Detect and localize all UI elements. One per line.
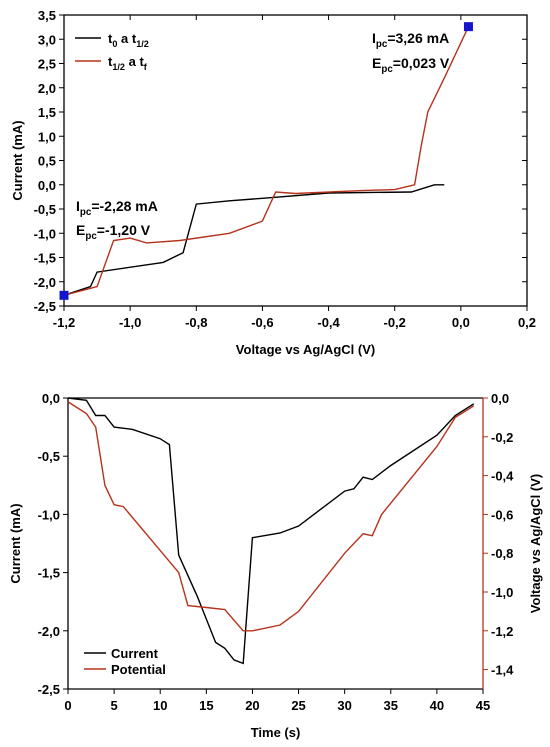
x-tick-label: -1,2 <box>53 315 75 330</box>
y2-tick-label: -0,8 <box>491 546 513 561</box>
x-axis-label: Time (s) <box>251 725 301 740</box>
text-span: a t <box>125 54 144 69</box>
y2-tick-label: 0,0 <box>491 391 509 406</box>
y-tick-label: -1,0 <box>38 507 60 522</box>
series-line-current <box>67 397 475 665</box>
y-tick-label: -2,0 <box>38 624 60 639</box>
text-span: 1/2 <box>136 39 149 49</box>
text-span: =0,023 V <box>393 55 450 71</box>
x-tick-label: 0 <box>64 698 71 713</box>
annotation-epc-cathodic: Epc=-1,20 V <box>76 222 151 242</box>
y-tick-label: 3,0 <box>38 32 56 47</box>
x-tick-label: -1,0 <box>119 315 141 330</box>
x-tick-label: 0,2 <box>518 315 536 330</box>
y-tick-label: -1,5 <box>38 566 60 581</box>
x-tick-label: 10 <box>153 698 167 713</box>
y2-tick-label: -1,2 <box>491 624 513 639</box>
text-span: f <box>144 62 148 72</box>
x-tick-label: 25 <box>291 698 305 713</box>
y2-tick-label: -1,4 <box>491 663 514 678</box>
y2-tick-label: -0,6 <box>491 507 513 522</box>
annotation-ipc-cathodic: Ipc=-2,28 mA <box>76 198 158 218</box>
y2-tick-label: -1,0 <box>491 585 513 600</box>
text-span: =-1,20 V <box>97 222 151 238</box>
y-tick-label: 2,5 <box>38 57 56 72</box>
x-tick-label: 30 <box>337 698 351 713</box>
y-tick-label: 3,5 <box>38 8 56 23</box>
y-tick-label: -2,0 <box>34 275 56 290</box>
text-span: =3,26 mA <box>387 30 449 46</box>
y-tick-label: -1,0 <box>34 226 56 241</box>
text-span: E <box>372 55 381 71</box>
text-span: pc <box>85 231 97 242</box>
y-tick-label: -2,5 <box>34 299 56 314</box>
x-tick-label: 5 <box>110 698 117 713</box>
text-span: I <box>372 30 376 46</box>
x-tick-label: 45 <box>476 698 490 713</box>
y2-axis-label: Voltage vs Ag/AgCl (V) <box>528 474 543 613</box>
y-tick-label: 1,5 <box>38 105 56 120</box>
y-axis-label: Current (mA) <box>8 503 23 583</box>
x-tick-label: 35 <box>384 698 398 713</box>
cyclic-voltammogram-chart: -1,2 -1,0 -0,8 -0,6 -0,4 -0,2 0,0 0,2 -2,5 -2,0 -1… <box>10 8 536 357</box>
y2-tick-label: -0,4 <box>491 469 514 484</box>
text-span: t <box>108 54 113 69</box>
x-tick-label: -0,4 <box>317 315 340 330</box>
x-tick-label: -0,2 <box>384 315 406 330</box>
x-tick-label: -0,8 <box>185 315 207 330</box>
legend-entry: t1/2 a tf <box>108 54 148 72</box>
legend-entry: t0 a t1/2 <box>108 31 149 49</box>
x-tick-label: 20 <box>245 698 259 713</box>
legend-label: Current <box>111 646 159 661</box>
text-span: I <box>76 198 80 214</box>
text-span: t <box>108 31 113 46</box>
peak-marker <box>59 290 69 300</box>
series-line-0 <box>63 184 445 296</box>
y-tick-label: -1,5 <box>34 251 56 266</box>
y2-tick-label: -0,2 <box>491 430 513 445</box>
x-tick-label: -0,6 <box>251 315 273 330</box>
annotation-epc-anodic: Epc=0,023 V <box>372 55 450 75</box>
y-tick-label: -0,5 <box>34 202 56 217</box>
text-span: pc <box>80 207 92 218</box>
y-tick-label: 0,5 <box>38 154 56 169</box>
text-span: a t <box>117 31 136 46</box>
y-tick-label: 2,0 <box>38 81 56 96</box>
x-tick-label: 15 <box>199 698 213 713</box>
x-tick-label: 40 <box>430 698 444 713</box>
x-tick-label: 0,0 <box>452 315 470 330</box>
series-line-potential <box>67 401 475 632</box>
y-axis-label: Current (mA) <box>10 120 25 200</box>
text-span: pc <box>376 39 388 50</box>
annotation-ipc-anodic: Ipc=3,26 mA <box>372 30 449 50</box>
y-tick-label: 0,0 <box>38 178 56 193</box>
text-span: E <box>76 222 85 238</box>
x-axis-label: Voltage vs Ag/AgCl (V) <box>236 342 375 357</box>
text-span: =-2,28 mA <box>91 198 158 214</box>
y-tick-label: -2,5 <box>38 682 60 697</box>
text-span: 0 <box>112 39 117 49</box>
chronoamperometry-chart: 0 5 10 15 20 25 30 35 40 45 0,0 -0,5 -1,0 -1,5 -2,0 -2,… <box>8 391 543 740</box>
text-span: 1/2 <box>112 62 125 72</box>
y-tick-label: -0,5 <box>38 449 60 464</box>
series-line-1 <box>63 26 470 296</box>
y-tick-label: 0,0 <box>42 391 60 406</box>
legend-label: Potential <box>111 662 166 677</box>
peak-marker <box>463 22 473 32</box>
text-span: pc <box>381 64 393 75</box>
y-tick-label: 1,0 <box>38 129 56 144</box>
